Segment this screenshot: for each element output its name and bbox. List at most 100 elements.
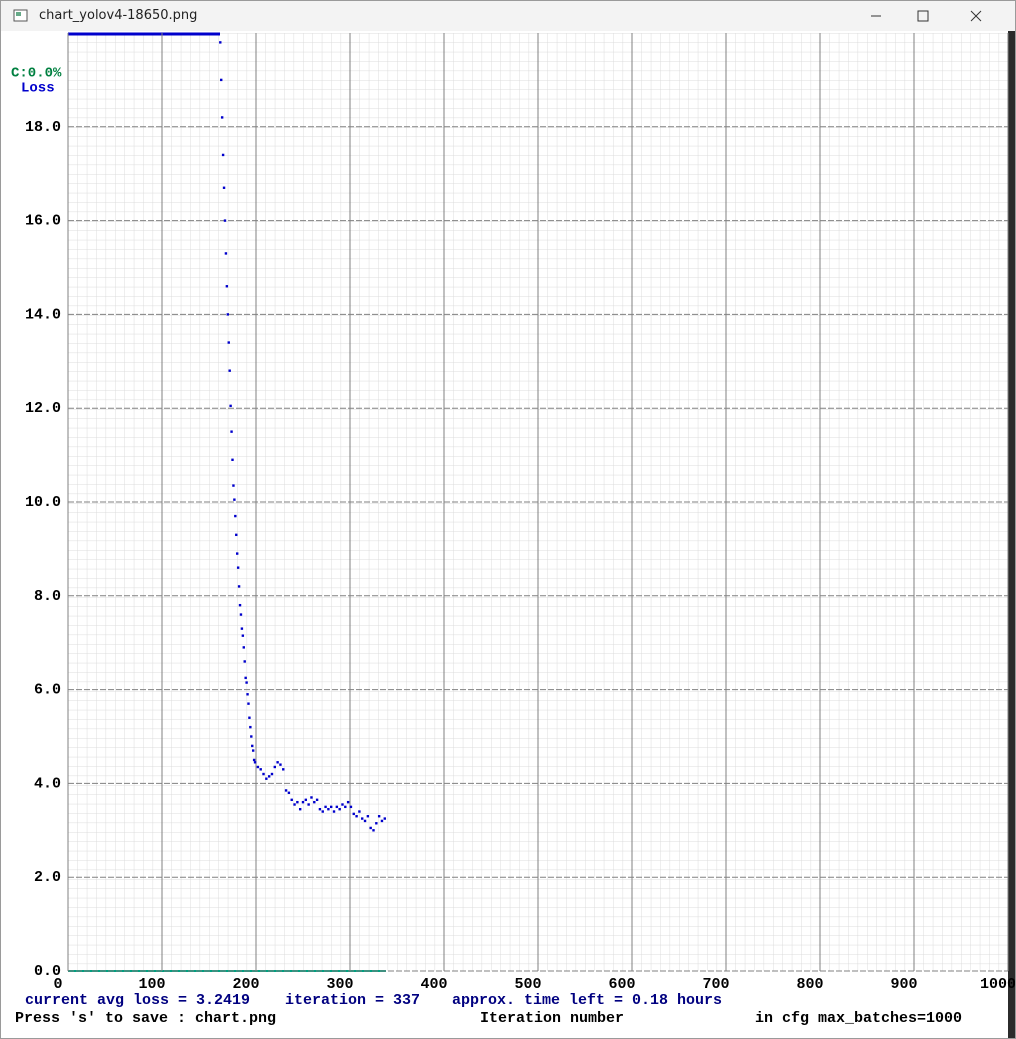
x-tick-label: 600 xyxy=(608,976,635,993)
title-bar: chart_yolov4-18650.png xyxy=(1,1,1015,31)
y-tick-label: 18.0 xyxy=(25,119,61,136)
background-window-edge xyxy=(1008,31,1015,1038)
loss-point xyxy=(265,777,268,780)
loss-point xyxy=(219,41,222,44)
loss-point xyxy=(256,765,260,769)
x-tick-label: 700 xyxy=(702,976,729,993)
loss-point xyxy=(372,829,375,832)
loss-point xyxy=(298,807,302,811)
loss-point xyxy=(267,775,271,778)
loss-point xyxy=(232,484,235,487)
loss-point xyxy=(252,758,256,762)
app-icon xyxy=(13,9,28,22)
loss-point xyxy=(238,603,242,607)
loss-point xyxy=(304,798,308,802)
y-tick-label: 14.0 xyxy=(25,306,61,323)
loss-point xyxy=(240,627,244,630)
legend-loss: Loss xyxy=(21,81,55,97)
loss-point xyxy=(220,78,223,82)
loss-point xyxy=(332,810,336,813)
loss-point xyxy=(248,716,251,719)
y-tick-label: 2.0 xyxy=(34,869,61,886)
loss-point xyxy=(243,660,246,663)
loss-point xyxy=(253,761,257,764)
loss-point xyxy=(239,613,243,616)
status-iteration: iteration = 337 xyxy=(285,992,420,1009)
loss-point xyxy=(318,807,322,811)
loss-point xyxy=(279,763,282,766)
loss-point xyxy=(273,765,276,769)
loss-point xyxy=(290,798,293,802)
loss-point xyxy=(242,646,245,649)
loss-point xyxy=(249,725,252,729)
loss-point xyxy=(251,744,254,748)
loss-point xyxy=(226,313,229,316)
loss-point xyxy=(330,805,333,809)
loss-point xyxy=(225,285,229,288)
loss-point xyxy=(247,702,250,705)
max-batches: in cfg max_batches=1000 xyxy=(755,1010,962,1027)
maximize-button[interactable] xyxy=(917,10,929,22)
loss-point xyxy=(251,749,255,752)
x-tick-label: 0 xyxy=(53,976,62,993)
loss-point xyxy=(236,552,239,555)
loss-point xyxy=(341,803,344,806)
loss-point xyxy=(361,817,364,820)
loss-point xyxy=(296,800,299,804)
loss-point xyxy=(231,458,234,461)
loss-point xyxy=(284,789,288,792)
loss-point xyxy=(233,498,236,501)
loss-point xyxy=(349,805,353,809)
close-button[interactable] xyxy=(970,10,982,22)
loss-point xyxy=(221,153,225,157)
loss-point xyxy=(246,693,249,696)
loss-point xyxy=(220,116,224,119)
y-tick-label: 10.0 xyxy=(25,494,61,511)
x-tick-label: 100 xyxy=(138,976,165,993)
loss-point xyxy=(223,219,227,222)
save-hint: Press 's' to save : chart.png xyxy=(15,1010,276,1027)
legend-map: C:0.0% xyxy=(11,66,62,82)
loss-point xyxy=(259,768,262,771)
loss-point xyxy=(270,772,274,776)
loss-point xyxy=(352,812,355,816)
loss-point xyxy=(380,819,384,823)
loss-point xyxy=(293,803,296,806)
y-tick-label: 6.0 xyxy=(34,682,61,699)
loss-point xyxy=(346,800,350,804)
loss-point xyxy=(301,800,305,804)
loss-point xyxy=(307,803,310,806)
loss-point xyxy=(335,805,339,809)
loss-point xyxy=(338,807,341,811)
loss-point xyxy=(282,768,285,771)
loss-point xyxy=(250,735,253,738)
loss-point xyxy=(363,819,367,823)
loss-point xyxy=(383,817,386,820)
y-tick-label: 4.0 xyxy=(34,775,61,792)
loss-point xyxy=(235,533,238,537)
x-tick-label: 900 xyxy=(890,976,917,993)
loss-point xyxy=(245,681,248,684)
loss-point xyxy=(228,369,231,372)
loss-point xyxy=(236,566,240,569)
window-title: chart_yolov4-18650.png xyxy=(39,8,198,23)
loss-point xyxy=(224,252,228,255)
loss-point xyxy=(315,798,319,802)
x-tick-label: 800 xyxy=(796,976,823,993)
loss-point xyxy=(321,810,324,813)
loss-point xyxy=(230,430,233,433)
window-controls xyxy=(871,10,982,22)
loss-point xyxy=(234,514,237,518)
loss-point xyxy=(222,186,226,189)
loss-point xyxy=(377,815,381,818)
x-tick-label: 1000 xyxy=(980,976,1015,993)
loss-point xyxy=(262,772,265,776)
loss-point xyxy=(375,822,378,825)
loss-point xyxy=(369,826,372,830)
loss-point xyxy=(313,800,316,804)
loss-point xyxy=(344,805,347,809)
status-time: approx. time left = 0.18 hours xyxy=(452,992,722,1009)
y-tick-label: 12.0 xyxy=(25,400,61,417)
x-tick-label: 400 xyxy=(420,976,447,993)
